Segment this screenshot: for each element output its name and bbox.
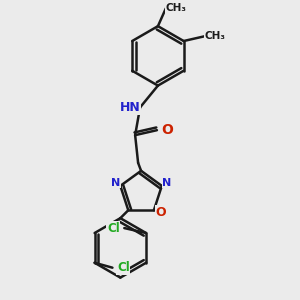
Text: CH₃: CH₃ bbox=[205, 31, 226, 41]
Text: O: O bbox=[155, 206, 166, 219]
Text: N: N bbox=[111, 178, 120, 188]
Text: Cl: Cl bbox=[117, 261, 130, 274]
Text: N: N bbox=[162, 178, 171, 188]
Text: HN: HN bbox=[120, 101, 141, 114]
Text: CH₃: CH₃ bbox=[165, 3, 186, 13]
Text: Cl: Cl bbox=[107, 222, 120, 235]
Text: O: O bbox=[161, 123, 173, 137]
